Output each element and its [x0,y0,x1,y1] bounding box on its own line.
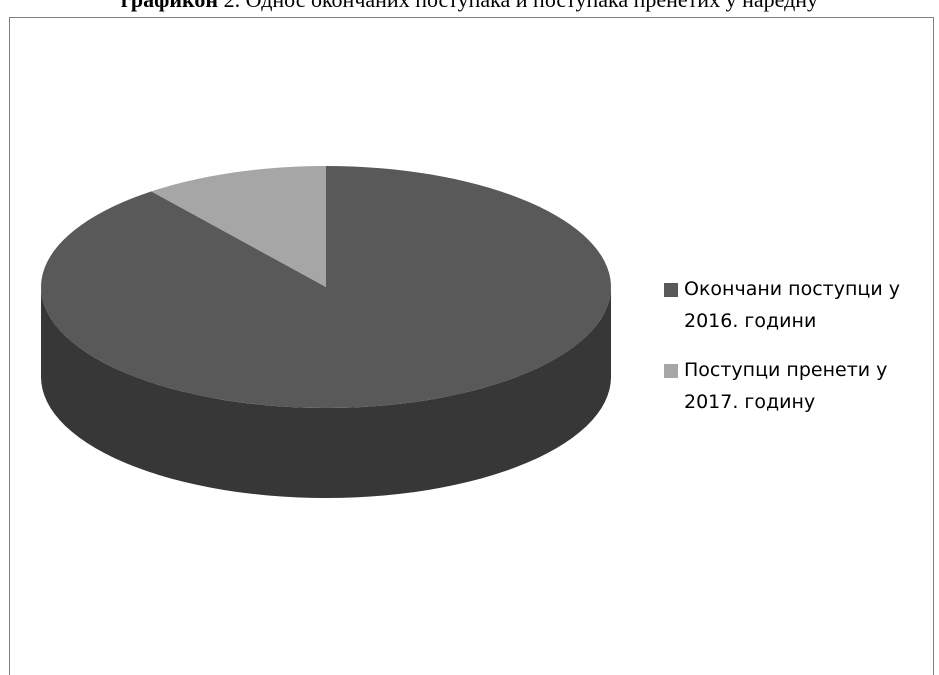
caption-bold: графикон [121,0,218,12]
pie-side-0 [41,287,611,498]
legend-swatch-transferred [664,364,678,378]
caption-rest: 2. Однос окончаних поступака и поступака… [218,0,818,12]
caption-text: графикон 2. Однос окончаних поступака и … [0,0,939,13]
chart-legend: Окончани поступци у 2016. години Поступц… [664,273,934,435]
legend-label-completed: Окончани поступци у 2016. години [684,278,900,332]
legend-entry-transferred: Поступци пренети у 2017. годину [664,354,934,418]
legend-label-transferred: Поступци пренети у 2017. годину [684,359,888,413]
legend-entry-completed: Окончани поступци у 2016. години [664,273,934,337]
pie-slice-0 [41,166,611,408]
chart-frame [9,17,934,675]
pie-slice-1 [151,166,326,287]
legend-swatch-completed [664,283,678,297]
